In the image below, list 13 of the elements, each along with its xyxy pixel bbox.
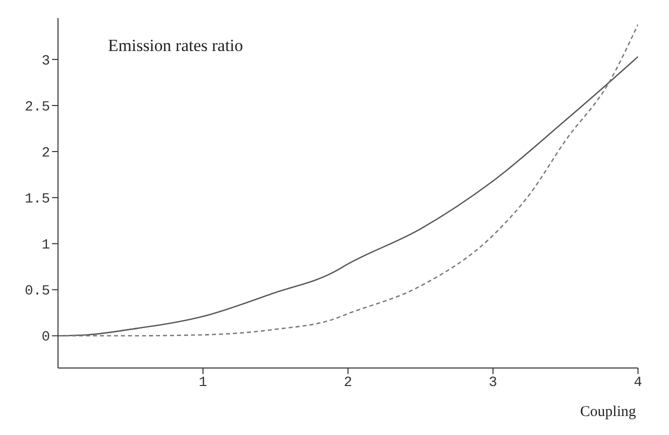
x-tick-label: 4: [634, 374, 642, 391]
y-tick-label: 2.5: [24, 99, 50, 116]
y-tick-label: 3: [42, 53, 50, 70]
y-tick-label: 0: [42, 330, 50, 346]
annotation: Emission rates ratio: [108, 36, 244, 56]
x-tick-label: 2: [344, 374, 352, 391]
x-axis-title: Coupling: [580, 404, 636, 420]
y-tick-label: 1: [42, 238, 50, 254]
x-tick-label: 3: [488, 374, 498, 391]
x-tick-label: 1: [198, 374, 208, 391]
y-tick-label: 1.5: [24, 192, 50, 208]
y-tick-label: 0.5: [24, 284, 50, 300]
y-tick-label: 2: [42, 146, 50, 162]
